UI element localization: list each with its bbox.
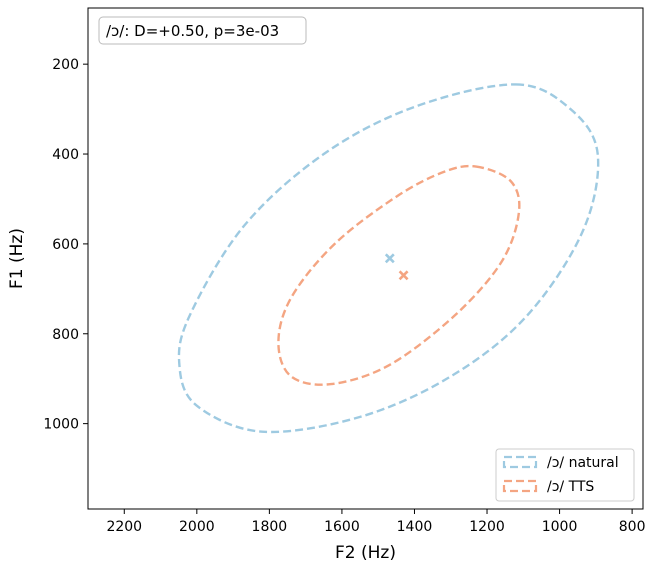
x-axis-ticks: 2200 2000 1800 1600 1400 1200 1000 800 bbox=[106, 509, 645, 535]
y-tick-label: 200 bbox=[52, 57, 79, 73]
y-tick-label: 400 bbox=[52, 147, 79, 163]
ellipse-series-2 bbox=[277, 164, 521, 386]
x-tick-label: 1200 bbox=[469, 519, 505, 535]
x-tick-label: 2200 bbox=[106, 519, 142, 535]
x-tick-label: 2000 bbox=[179, 519, 215, 535]
annotation-box: /ɔ/: D=+0.50, p=3e-03 bbox=[98, 16, 307, 45]
ellipse-series-1 bbox=[177, 83, 600, 434]
y-tick-label: 800 bbox=[52, 327, 79, 343]
y-axis-label: F1 (Hz) bbox=[7, 228, 27, 289]
x-axis-label: F2 (Hz) bbox=[335, 543, 396, 563]
legend-label: /ɔ/ TTS bbox=[547, 479, 594, 495]
x-tick-label: 1400 bbox=[397, 519, 433, 535]
mean-marker-series-1 bbox=[384, 253, 395, 264]
x-tick-label: 1600 bbox=[324, 519, 360, 535]
mean-marker-series-2 bbox=[398, 270, 409, 281]
annotation-text: /ɔ/: D=+0.50, p=3e-03 bbox=[106, 22, 279, 40]
legend: /ɔ/ natural/ɔ/ TTS bbox=[495, 448, 635, 502]
series-layer bbox=[177, 83, 600, 434]
x-tick-label: 800 bbox=[619, 519, 646, 535]
legend-swatch bbox=[502, 455, 538, 469]
y-tick-label: 1000 bbox=[43, 417, 79, 433]
legend-label: /ɔ/ natural bbox=[547, 455, 619, 471]
y-tick-label: 600 bbox=[52, 237, 79, 253]
x-tick-label: 1000 bbox=[542, 519, 578, 535]
y-axis-ticks: 200 400 600 800 1000 bbox=[43, 57, 88, 433]
plot-area bbox=[87, 7, 644, 510]
x-tick-label: 1800 bbox=[252, 519, 288, 535]
legend-swatch bbox=[502, 479, 538, 493]
